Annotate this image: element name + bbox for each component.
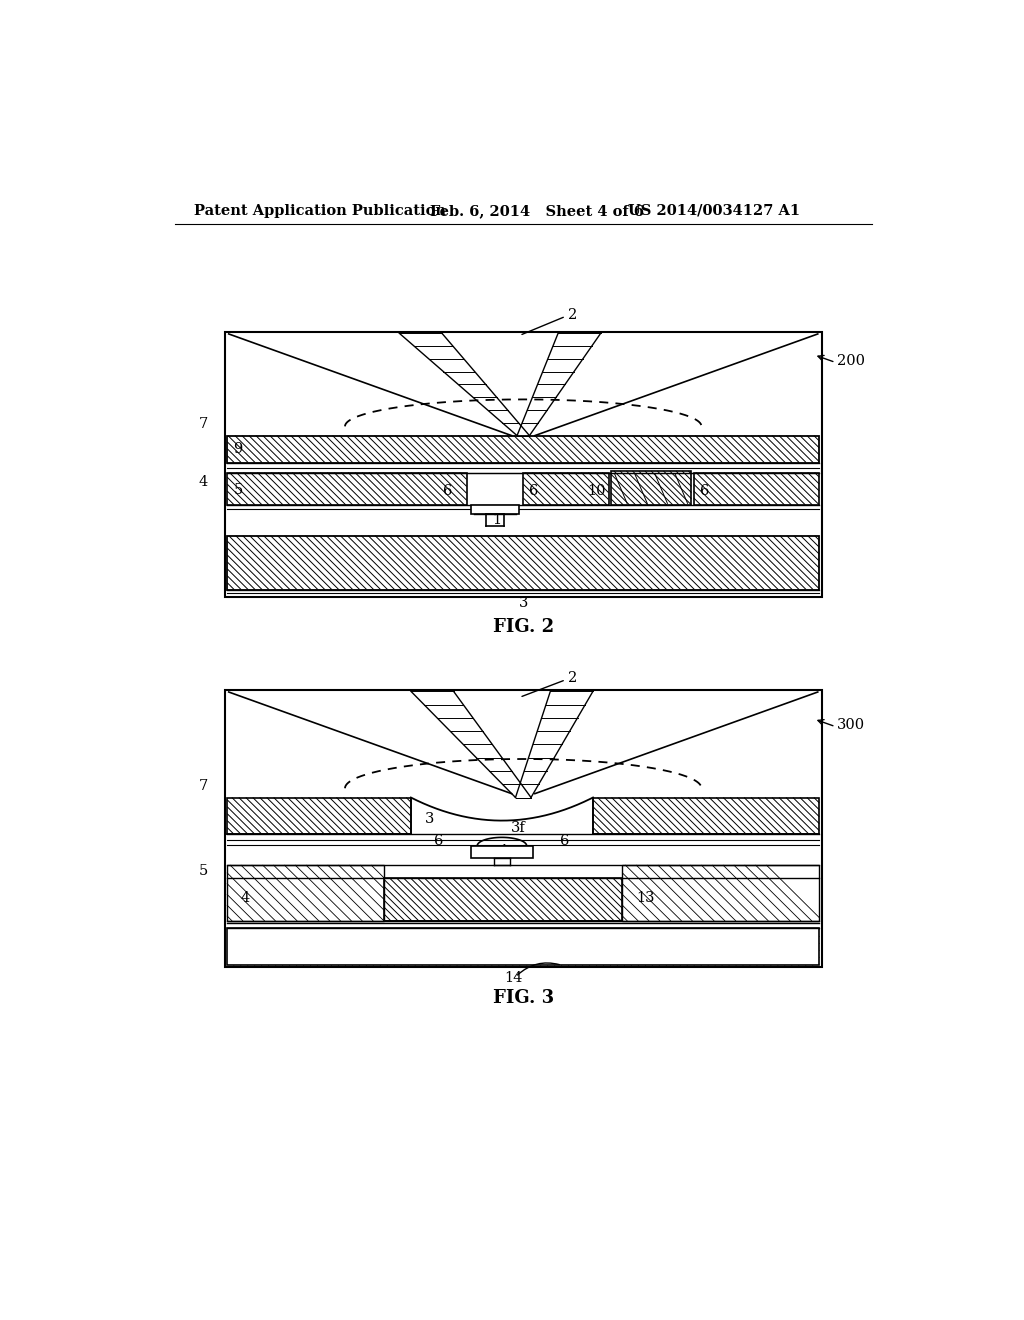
Bar <box>471 846 532 858</box>
Bar <box>227 436 819 462</box>
Bar <box>225 331 821 598</box>
Text: US 2014/0034127 A1: US 2014/0034127 A1 <box>628 203 800 218</box>
Text: 3: 3 <box>425 812 434 826</box>
Bar <box>227 536 819 590</box>
Text: 2: 2 <box>568 671 578 685</box>
Text: 6: 6 <box>434 834 443 849</box>
Text: 6: 6 <box>560 834 569 849</box>
Text: Feb. 6, 2014   Sheet 4 of 6: Feb. 6, 2014 Sheet 4 of 6 <box>430 203 644 218</box>
Text: 300: 300 <box>838 718 865 733</box>
Text: 1: 1 <box>492 513 501 527</box>
Bar <box>227 473 467 506</box>
Text: 1: 1 <box>500 845 509 858</box>
Text: 4: 4 <box>199 475 208 488</box>
Text: 13: 13 <box>636 891 655 904</box>
Bar <box>225 689 821 966</box>
Bar <box>227 928 819 965</box>
Text: 4: 4 <box>241 891 250 904</box>
Bar <box>384 878 623 921</box>
Text: 7: 7 <box>199 417 208 432</box>
Text: FIG. 2: FIG. 2 <box>493 618 554 635</box>
Text: 5: 5 <box>234 483 244 496</box>
Polygon shape <box>227 866 384 921</box>
Bar <box>593 797 819 834</box>
Text: 6: 6 <box>443 484 453 498</box>
Text: 7: 7 <box>199 779 208 793</box>
Text: 14: 14 <box>504 972 522 986</box>
Text: FIG. 3: FIG. 3 <box>493 989 554 1007</box>
Text: 6: 6 <box>700 484 710 498</box>
Polygon shape <box>623 866 819 921</box>
Bar <box>693 473 819 506</box>
Text: 9: 9 <box>232 442 242 457</box>
Bar <box>523 473 608 506</box>
Bar <box>611 471 691 506</box>
Text: 3: 3 <box>519 597 528 610</box>
Text: 10: 10 <box>587 484 605 498</box>
Text: 6: 6 <box>529 484 539 498</box>
Text: Patent Application Publication: Patent Application Publication <box>194 203 445 218</box>
Text: 2: 2 <box>568 308 578 322</box>
Text: 5: 5 <box>199 863 208 878</box>
Text: 3f: 3f <box>511 821 526 836</box>
Bar <box>471 506 519 515</box>
Text: 200: 200 <box>838 354 865 368</box>
Bar <box>227 797 411 834</box>
